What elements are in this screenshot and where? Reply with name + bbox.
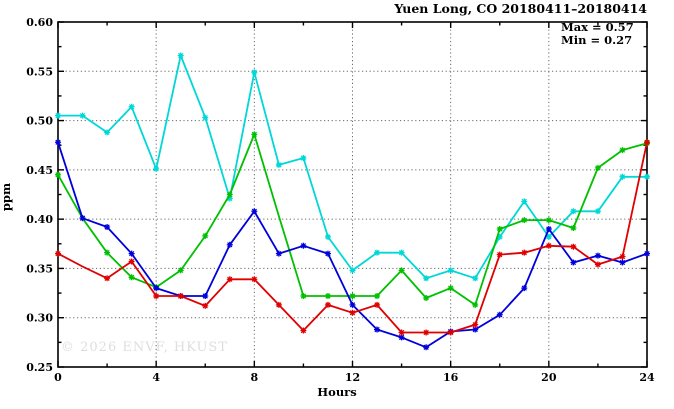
y-tick-label: 0.60 — [26, 16, 53, 29]
y-tick-label: 0.55 — [26, 65, 53, 78]
series-green-markers — [55, 131, 650, 308]
y-axis-label: ppm — [0, 182, 13, 212]
x-tick-label: 24 — [639, 371, 655, 384]
x-tick-label: 4 — [152, 371, 160, 384]
y-tick-label: 0.25 — [26, 361, 53, 374]
x-axis-label: Hours — [317, 385, 357, 399]
min-value-label: Min = 0.27 — [561, 33, 633, 47]
y-tick-label: 0.50 — [26, 115, 53, 128]
x-tick-label: 16 — [443, 371, 459, 384]
x-tick-label: 12 — [345, 371, 360, 384]
y-tick-label: 0.45 — [26, 164, 53, 177]
x-tick-label: 20 — [541, 371, 557, 384]
series-blue-line — [57, 142, 648, 349]
max-value-label: Max = 0.57 — [561, 20, 634, 34]
y-tick-label: 0.30 — [26, 312, 53, 325]
chart-title: Yuen Long, CO 20180411–20180414 — [394, 1, 647, 16]
y-tick-label: 0.40 — [26, 213, 53, 226]
axis-ticks — [57, 21, 648, 368]
series-cyan — [55, 52, 650, 282]
series-red — [55, 139, 650, 336]
x-tick-label: 8 — [251, 371, 259, 384]
x-tick-label: 0 — [54, 371, 62, 384]
tick-labels: 0 4 8 12 16 20 24 0.25 0.30 0.35 0.40 0.45 0.50 0.55 0… — [26, 16, 655, 384]
series-red-markers — [55, 139, 650, 336]
series-cyan-markers — [55, 52, 650, 282]
max-min-annotation: Max = 0.57 Min = 0.27 — [561, 21, 634, 47]
watermark: © 2026 ENVF, HKUST — [61, 340, 228, 355]
y-tick-label: 0.35 — [26, 262, 53, 275]
